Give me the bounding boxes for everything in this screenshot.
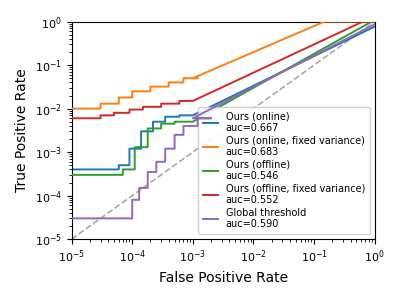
Line: Ours (online, fixed variance)
auc=0.683: Ours (online, fixed variance) auc=0.683 [72, 22, 375, 109]
Global threshold
auc=0.590 [255, 83, 260, 87]
Ours (offline)
auc=0.546 [317, 49, 322, 52]
Ours (online, fixed variance)
auc=0.683 [69, 107, 74, 110]
Ours (offline, fixed variance)
auc=0.552 [361, 20, 366, 23]
Ours (online)
auc=0.667 [214, 102, 218, 106]
Ours (offline)
auc=0.546 [370, 20, 375, 23]
Global threshold
auc=0.590 [154, 160, 159, 164]
Ours (offline)
auc=0.546 [331, 41, 336, 45]
Global threshold
auc=0.590 [372, 22, 377, 26]
Global threshold
auc=0.590 [319, 50, 324, 53]
Ours (offline)
auc=0.546 [287, 66, 292, 69]
Global threshold
auc=0.590 [69, 217, 74, 220]
Ours (offline, fixed variance)
auc=0.552 [241, 76, 246, 79]
Ours (offline, fixed variance)
auc=0.552 [214, 88, 218, 92]
Line: Ours (online)
auc=0.667: Ours (online) auc=0.667 [72, 27, 375, 169]
Legend: Ours (online)
auc=0.667, Ours (online, fixed variance)
auc=0.683, Ours (offline): Ours (online) auc=0.667, Ours (online, f… [198, 107, 370, 234]
Ours (online, fixed variance)
auc=0.683 [248, 52, 253, 55]
Global threshold
auc=0.590 [290, 65, 294, 69]
Ours (online)
auc=0.667 [69, 168, 74, 171]
Ours (online)
auc=0.667 [248, 85, 253, 89]
Line: Ours (offline, fixed variance)
auc=0.552: Ours (offline, fixed variance) auc=0.552 [72, 22, 375, 118]
Ours (online, fixed variance)
auc=0.683 [324, 20, 329, 23]
Ours (online, fixed variance)
auc=0.683 [287, 35, 292, 38]
Global threshold
auc=0.590 [145, 170, 150, 174]
Ours (online)
auc=0.667 [287, 66, 292, 70]
Ours (online)
auc=0.667 [319, 51, 324, 54]
Ours (offline, fixed variance)
auc=0.552 [69, 116, 74, 120]
Ours (online, fixed variance)
auc=0.683 [319, 21, 324, 25]
Ours (offline, fixed variance)
auc=0.552 [372, 20, 377, 23]
Ours (online, fixed variance)
auc=0.683 [214, 67, 218, 70]
Ours (online)
auc=0.667 [195, 111, 200, 115]
Line: Ours (offline)
auc=0.546: Ours (offline) auc=0.546 [72, 22, 375, 175]
Ours (offline, fixed variance)
auc=0.552 [195, 97, 200, 101]
Ours (offline)
auc=0.546 [328, 43, 333, 46]
Ours (online, fixed variance)
auc=0.683 [372, 20, 377, 23]
Line: Global threshold
auc=0.590: Global threshold auc=0.590 [72, 24, 375, 218]
Ours (offline)
auc=0.546 [69, 173, 74, 177]
Ours (offline, fixed variance)
auc=0.552 [287, 54, 292, 58]
X-axis label: False Positive Rate: False Positive Rate [158, 271, 288, 285]
Ours (offline)
auc=0.546 [372, 20, 377, 23]
Global threshold
auc=0.590 [273, 74, 278, 77]
Ours (online)
auc=0.667 [241, 89, 246, 92]
Ours (offline, fixed variance)
auc=0.552 [319, 39, 324, 43]
Ours (online, fixed variance)
auc=0.683 [195, 74, 200, 78]
Ours (offline)
auc=0.546 [338, 38, 342, 41]
Ours (offline, fixed variance)
auc=0.552 [248, 72, 253, 76]
Ours (online)
auc=0.667 [372, 25, 377, 28]
Ours (online, fixed variance)
auc=0.683 [241, 55, 246, 58]
Ours (offline)
auc=0.546 [326, 44, 331, 47]
Y-axis label: True Positive Rate: True Positive Rate [15, 68, 29, 192]
